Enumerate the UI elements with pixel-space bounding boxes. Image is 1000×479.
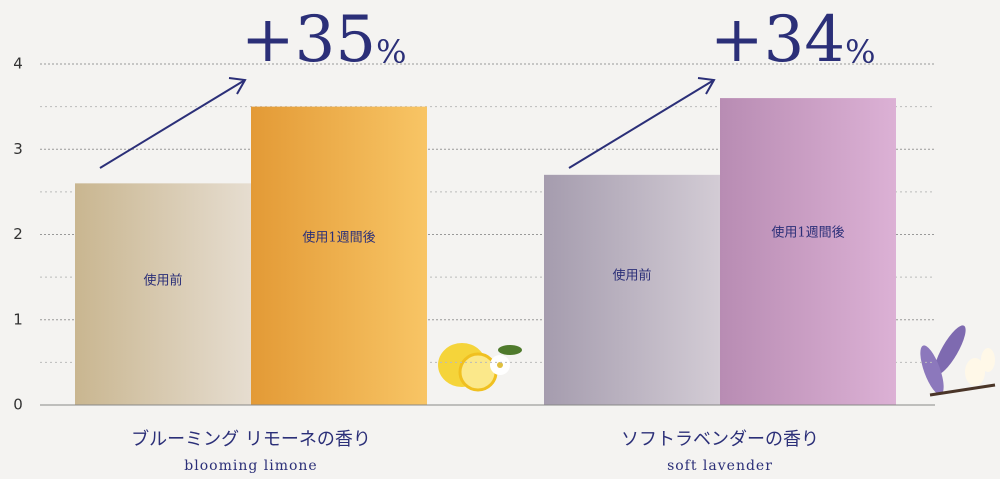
- increase-arrow: [99, 79, 246, 169]
- annotation-value: +34: [710, 3, 845, 77]
- y-tick-label: 1: [13, 310, 23, 328]
- bar: [720, 98, 896, 405]
- bar: [544, 174, 720, 405]
- bar-label: 使用前: [143, 272, 182, 288]
- annotation-value: +35: [241, 3, 376, 77]
- bar-label: 使用1週間後: [771, 225, 844, 241]
- bar-label: 使用前: [612, 268, 651, 284]
- bar-label: 使用1週間後: [302, 229, 375, 245]
- annotation-unit: %: [376, 33, 406, 71]
- group-subtitle: soft lavender: [667, 458, 773, 474]
- group-subtitle: blooming limone: [184, 458, 317, 474]
- lavender-decoration: [920, 325, 996, 397]
- y-tick-label: 0: [13, 396, 23, 414]
- increase-annotation: +35%: [241, 3, 406, 77]
- bar: [75, 183, 251, 405]
- y-tick-label: 4: [13, 55, 23, 73]
- arrow-head: [228, 77, 247, 95]
- group-label: ブルーミング リモーネの香り: [131, 428, 371, 450]
- arrow-head: [697, 77, 716, 95]
- y-tick-label: 2: [13, 225, 23, 243]
- y-tick-label: 3: [13, 140, 23, 158]
- lemon-decoration: [438, 343, 522, 392]
- increase-arrow: [568, 79, 715, 169]
- bar: [251, 106, 427, 405]
- annotation-unit: %: [845, 33, 875, 71]
- increase-annotation: +34%: [710, 3, 875, 77]
- group-label: ソフトラベンダーの香り: [621, 429, 819, 450]
